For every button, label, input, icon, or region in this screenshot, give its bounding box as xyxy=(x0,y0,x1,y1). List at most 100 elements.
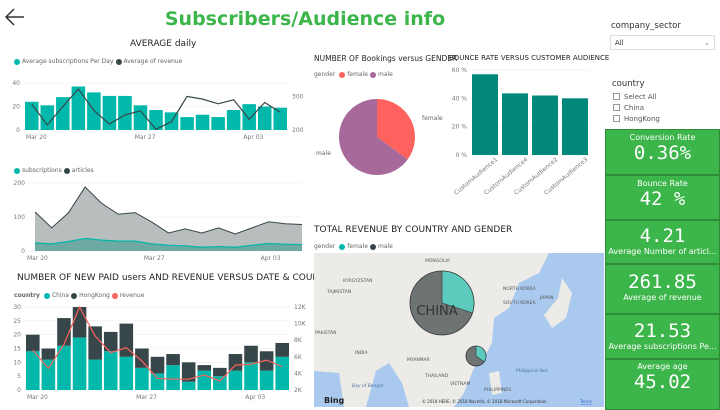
bar-china xyxy=(41,359,56,390)
chart-title-revenue-map: TOTAL REVENUE BY COUNTRY AND GENDER xyxy=(314,225,513,235)
bar xyxy=(56,97,70,130)
bar-china xyxy=(166,365,180,390)
bar-china xyxy=(26,351,40,390)
checkbox-label: Select All xyxy=(624,92,657,101)
y2-tick-label: 4K xyxy=(294,370,303,377)
articles-area xyxy=(35,187,302,251)
x-tick-label: Mar 27 xyxy=(135,134,156,141)
average-daily-chart: 0 20 40 200 300 Mar 20 Mar 27 Apr 03 xyxy=(12,80,304,141)
bar-china xyxy=(181,381,196,390)
kpi-label: Average subscriptions Pe... xyxy=(608,342,717,351)
map-label: Philippine Sea xyxy=(516,368,548,374)
pie-label: female xyxy=(422,115,443,122)
bar-hongkong xyxy=(88,326,102,360)
y-tick-label: 25 xyxy=(13,318,21,325)
map-label: MYANMAR xyxy=(407,357,430,363)
legend-item: male xyxy=(377,243,393,250)
map-attribution: © 2018 HERE, © 2018 NavInfo, © 2018 Micr… xyxy=(422,399,547,404)
y-tick-label: 100 xyxy=(14,214,26,221)
bar-china xyxy=(103,351,118,390)
y-tick-label: 0 xyxy=(17,387,21,394)
terms-link[interactable]: Terms xyxy=(579,399,592,404)
legend-item: China xyxy=(51,292,70,299)
legend-item: HongKong xyxy=(79,292,110,299)
map-label: KYRGYZSTAN xyxy=(343,278,372,284)
y-tick-label: 0 % xyxy=(456,152,468,159)
kpi-label: Average of revenue xyxy=(623,293,702,302)
land-japan xyxy=(544,278,572,328)
legend-item: articles xyxy=(71,167,94,174)
hongkong-bubble-female xyxy=(475,345,487,363)
kpi-bounce-rate: Bounce Rate 42 % xyxy=(605,175,720,220)
pie-label: male xyxy=(316,150,331,157)
x-tick-label: Mar 20 xyxy=(27,394,48,401)
legend-map: gender female male xyxy=(314,243,393,250)
kpi-value: 42 % xyxy=(639,188,686,210)
bookings-gender-pie: female male xyxy=(316,99,443,175)
x-tick-label: Mar 27 xyxy=(144,255,165,262)
bar xyxy=(102,95,117,130)
checkbox-label: HongKong xyxy=(624,114,660,123)
kpi-conversion-rate: Conversion Rate 0.36% xyxy=(605,129,720,175)
bar xyxy=(211,117,225,130)
y-tick-label: 40 % xyxy=(452,95,468,102)
bar xyxy=(242,104,256,130)
y2-tick-label: 6K xyxy=(294,354,303,361)
china-bubble-female xyxy=(441,270,475,314)
bar-hongkong xyxy=(213,367,227,377)
bar xyxy=(562,98,588,155)
bar xyxy=(180,117,194,130)
y-tick-label: 60 % xyxy=(452,67,468,74)
y-tick-label: 40 xyxy=(12,80,20,87)
x-tick-label: Mar 20 xyxy=(27,255,48,262)
revenue-line xyxy=(31,88,281,131)
bounce-rate-chart: 0 %20 %40 %60 %CustomAudience1CustomAudi… xyxy=(452,67,590,195)
legend-item: revenue xyxy=(119,292,145,299)
map-label: VIETNAM xyxy=(450,381,470,387)
map-label: Bay of Bengal xyxy=(352,383,384,389)
map-bubble-label: CHINA xyxy=(416,304,457,319)
articles-line xyxy=(34,186,303,235)
chart-title-average-daily: AVERAGE daily xyxy=(130,39,197,49)
bar-hongkong xyxy=(166,354,180,366)
new-paid-users-chart: 0 5 10 15 20 25 30 2K 4K 6K 8K 10K 12K Mar 20 Mar 27 Ap… xyxy=(13,304,307,401)
kpi-avg-subscriptions: 21.53 Average subscriptions Pe... xyxy=(605,314,720,359)
bar-china xyxy=(88,359,102,390)
legend-item: female xyxy=(347,243,368,250)
y-tick-label: 15 xyxy=(13,346,21,353)
back-button[interactable] xyxy=(4,6,26,28)
bing-logo: Bing xyxy=(324,396,345,405)
y-tick-label: 20 % xyxy=(452,124,468,131)
legend-new-paid: country China HongKong revenue xyxy=(14,292,144,299)
bar xyxy=(502,93,528,155)
dropdown-value: All xyxy=(615,39,624,47)
company-sector-dropdown[interactable]: All ⌄ xyxy=(610,35,715,50)
bar xyxy=(226,110,241,130)
kpi-label: Average age xyxy=(637,362,688,371)
y2-tick-label: 12K xyxy=(294,304,307,311)
pie-slice-male xyxy=(339,99,408,175)
bar-hongkong xyxy=(275,342,289,357)
y2-tick-label: 8K xyxy=(294,337,303,344)
kpi-avg-age: Average age 45.02 xyxy=(605,359,720,410)
checkbox-label: China xyxy=(624,103,644,112)
y2-tick-label: 300 xyxy=(292,93,304,100)
subscriptions-articles-area-chart: 0 100 200 Mar 20 Mar 27 Apr 03 xyxy=(14,180,303,262)
bar-china xyxy=(213,376,227,390)
country-checklist: Select All China HongKong xyxy=(613,91,660,124)
checkbox-hongkong[interactable]: HongKong xyxy=(613,113,660,124)
kpi-avg-articles: 4.21 Average Number of articl... xyxy=(605,220,720,264)
legend-item: Average subscriptions Per Day xyxy=(22,58,114,65)
map-label: MONGOLIA xyxy=(425,258,451,264)
kpi-value: 4.21 xyxy=(639,225,686,247)
map-label: SOUTH KOREA xyxy=(503,300,536,306)
checkbox-china[interactable]: China xyxy=(613,102,660,113)
checkbox-select-all[interactable]: Select All xyxy=(613,91,660,102)
bar-china xyxy=(119,356,134,390)
y-tick-label: 10 xyxy=(13,359,21,366)
bar-china xyxy=(57,345,71,390)
page-title: Subscribers/Audience info xyxy=(164,8,446,30)
y-tick-label: 20 xyxy=(12,104,20,111)
country-label: country xyxy=(612,79,645,89)
